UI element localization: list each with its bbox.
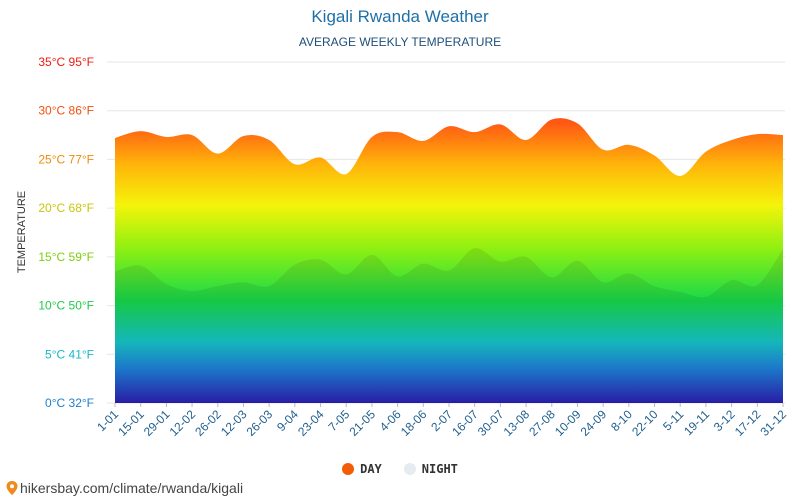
- x-tick-label: 24-09: [578, 407, 610, 439]
- legend-item-day[interactable]: DAY: [342, 462, 382, 476]
- y-tick-label: 20°C 68°F: [38, 201, 94, 215]
- series-night-area[interactable]: [115, 247, 783, 403]
- x-tick-label: 12-02: [167, 407, 199, 439]
- y-tick-label: 25°C 77°F: [38, 152, 94, 166]
- x-tick-label: 29-01: [141, 407, 173, 439]
- source-footer[interactable]: hikersbay.com/climate/rwanda/kigali: [6, 480, 243, 496]
- x-tick-label: 15-01: [115, 407, 147, 439]
- series-areas: [115, 118, 783, 403]
- chart-title: Kigali Rwanda Weather: [311, 7, 489, 26]
- x-tick-label: 30-07: [475, 407, 507, 439]
- chart-subtitle: AVERAGE WEEKLY TEMPERATURE: [298, 35, 502, 49]
- y-tick-label: 30°C 86°F: [38, 104, 94, 118]
- x-tick-label: 26-03: [244, 407, 276, 439]
- location-pin-icon: [6, 481, 18, 495]
- x-tick-label: 21-05: [346, 407, 378, 439]
- legend-day-swatch: [342, 463, 355, 475]
- x-axis-ticks: 1-0115-0129-0112-0226-0212-0326-039-0423…: [94, 403, 789, 439]
- legend-day-label: DAY: [360, 462, 382, 476]
- x-tick-label: 26-02: [192, 407, 224, 439]
- legend-item-night[interactable]: NIGHT: [403, 462, 458, 476]
- legend: DAY NIGHT: [0, 462, 800, 476]
- y-axis-ticks: 0°C 32°F 5°C 41°F 10°C 50°F 15°C 59°F 20°C 6…: [38, 55, 94, 410]
- y-tick-label: 15°C 59°F: [38, 250, 94, 264]
- x-tick-label: 17-12: [732, 407, 764, 439]
- x-tick-label: 31-12: [758, 407, 790, 439]
- x-tick-label: 16-07: [449, 407, 481, 439]
- source-url: hikersbay.com/climate/rwanda/kigali: [20, 480, 244, 496]
- x-tick-label: 22-10: [629, 407, 661, 439]
- legend-night-label: NIGHT: [421, 462, 458, 476]
- temperature-chart: 0°C 32°F 5°C 41°F 10°C 50°F 15°C 59°F 20°C 6…: [38, 55, 789, 439]
- x-tick-label: 23-04: [295, 407, 327, 439]
- y-tick-label: 10°C 50°F: [38, 299, 94, 313]
- x-tick-label: 10-09: [552, 407, 584, 439]
- y-tick-label: 0°C 32°F: [45, 396, 94, 410]
- x-tick-label: 12-03: [218, 407, 250, 439]
- x-tick-label: 18-06: [398, 407, 430, 439]
- legend-night-swatch: [403, 463, 416, 475]
- x-tick-label: 27-08: [526, 407, 558, 439]
- x-tick-label: 13-08: [501, 407, 533, 439]
- y-tick-label: 35°C 95°F: [38, 55, 94, 69]
- y-tick-label: 5°C 41°F: [45, 347, 94, 361]
- x-tick-label: 19-11: [681, 407, 712, 438]
